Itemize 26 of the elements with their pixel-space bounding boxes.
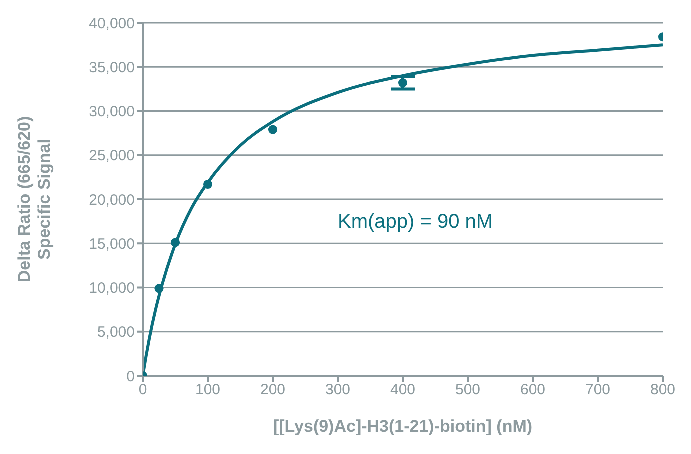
x-tick-label: 500 (455, 382, 481, 399)
y-tick-label: 0 (126, 368, 135, 386)
annotation: Km(app) = 90 nM (338, 211, 494, 234)
y-tick-label: 25,000 (89, 148, 135, 165)
x-tick-label: 600 (520, 382, 546, 399)
y-tick-label: 35,000 (89, 59, 135, 76)
y-tick-label: 20,000 (89, 192, 135, 209)
point (170, 238, 180, 248)
x-axis-title: [[Lys(9)Ac]-H3(1-21)-biotin] (nM) (273, 417, 533, 436)
x-tick-label: 300 (325, 382, 351, 399)
x-tick-label: 0 (138, 382, 148, 399)
x-tick-label: 400 (390, 382, 416, 399)
x-tick-label: 700 (585, 382, 611, 399)
y-tick-label: 10,000 (89, 280, 135, 298)
point (268, 125, 278, 134)
point (203, 180, 213, 190)
x-tick-label: 200 (260, 382, 286, 399)
y-tick-label: 30,000 (89, 104, 135, 121)
x-tick-label: 800 (650, 382, 676, 399)
point (154, 284, 164, 294)
y-tick-label: 40,000 (89, 15, 135, 32)
y-tick-label: 15,000 (89, 236, 135, 253)
y-tick-label: 5,000 (97, 324, 135, 342)
y-axis-title: Delta Ratio (665/620) Specific Signal (15, 116, 54, 283)
x-tick-label: 100 (195, 382, 221, 399)
point (398, 78, 408, 88)
